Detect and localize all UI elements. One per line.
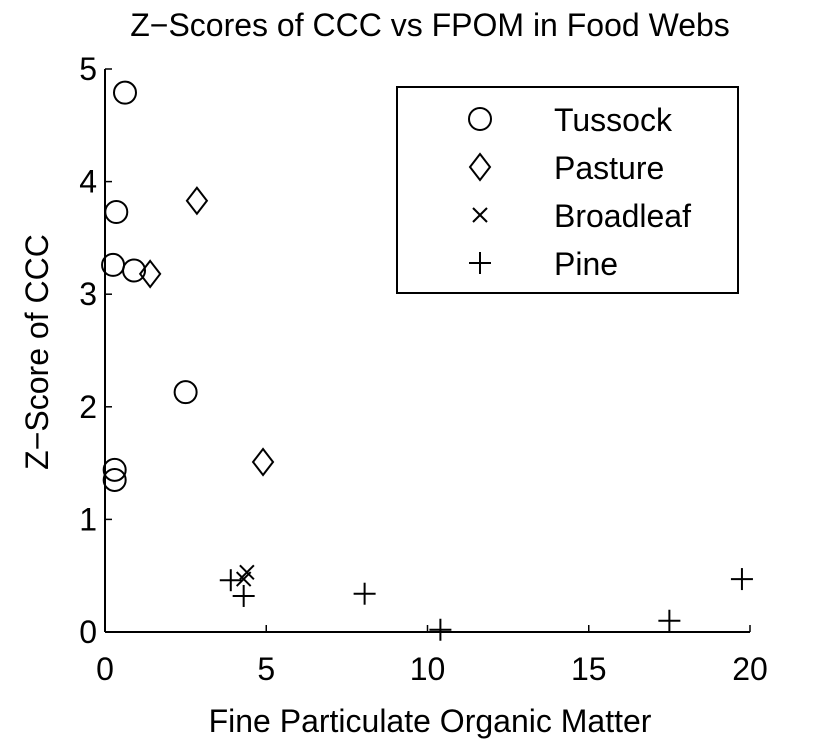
- data-point-pasture: [185, 186, 209, 216]
- x-tick-label: 20: [732, 651, 768, 687]
- x-tick-label: 15: [571, 651, 607, 687]
- legend-box: [396, 86, 739, 294]
- legend-items: Tussock Pasture Broadleaf Pine: [468, 102, 691, 282]
- axis-ticks: [104, 68, 751, 633]
- x-tick-label: 5: [257, 651, 275, 687]
- legend-marker-broadleaf: [472, 207, 488, 223]
- data-point-pine: [429, 618, 452, 641]
- y-tick-label: 1: [79, 501, 97, 537]
- legend: Tussock Pasture Broadleaf Pine: [396, 86, 739, 294]
- y-tick-label: 3: [79, 276, 97, 312]
- data-point-tussock: [102, 457, 127, 482]
- data-point-tussock: [122, 258, 147, 283]
- data-point-pasture: [138, 259, 162, 289]
- y-tick-label: 0: [79, 614, 97, 650]
- data-point-pine: [730, 568, 753, 591]
- data-point-tussock: [102, 467, 127, 492]
- y-tick-label: 5: [79, 51, 97, 87]
- y-axis-label: Z−Score of CCC: [19, 234, 55, 470]
- data-point-pine: [232, 584, 255, 607]
- data-point-pine: [219, 569, 242, 592]
- legend-marker-pine: [469, 252, 491, 274]
- legend-marker-tussock: [468, 107, 492, 131]
- chart-title: Z−Scores of CCC vs FPOM in Food Webs: [130, 7, 730, 43]
- data-point-pine: [658, 609, 681, 632]
- tick-labels: 0 5 10 15 20 0 1 2 3 4 5: [79, 51, 768, 687]
- legend-label-pine: Pine: [554, 246, 618, 282]
- data-point-pasture: [251, 447, 275, 477]
- x-tick-label: 0: [96, 651, 114, 687]
- y-tick-label: 4: [79, 164, 97, 200]
- data-point-tussock: [173, 380, 198, 405]
- data-point-tussock: [112, 80, 137, 105]
- data-point-pine: [353, 582, 376, 605]
- x-axis-label: Fine Particulate Organic Matter: [209, 703, 652, 739]
- x-tick-label: 10: [410, 651, 446, 687]
- legend-marker-pasture: [468, 152, 492, 182]
- y-tick-label: 2: [79, 389, 97, 425]
- data-point-broadleaf: [235, 571, 252, 587]
- legend-label-pasture: Pasture: [554, 150, 664, 186]
- legend-label-tussock: Tussock: [554, 102, 673, 138]
- legend-label-broadleaf: Broadleaf: [554, 198, 691, 234]
